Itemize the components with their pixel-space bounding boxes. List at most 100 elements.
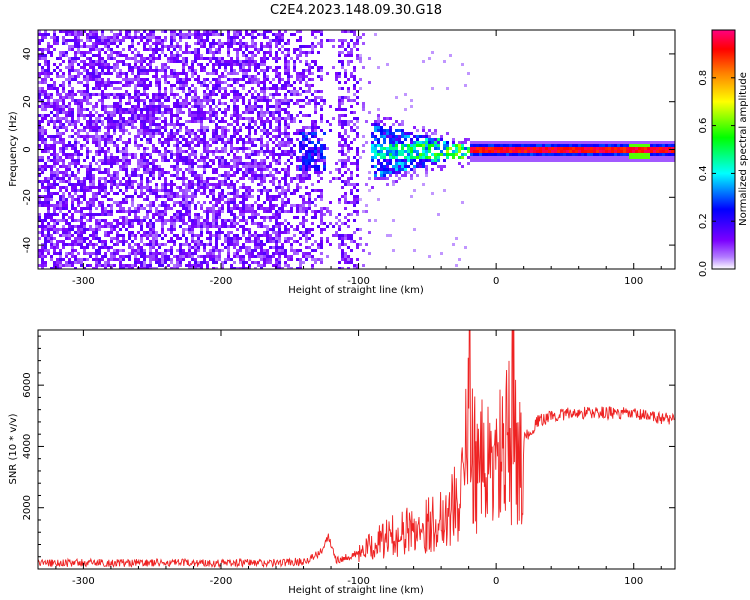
heatmap-cell	[59, 255, 62, 258]
heatmap-cell	[272, 105, 275, 108]
heatmap-cell	[143, 150, 146, 153]
heatmap-cell	[341, 108, 344, 111]
heatmap-cell	[326, 240, 329, 243]
heatmap-cell	[200, 111, 203, 114]
heatmap-cell	[254, 153, 257, 156]
heatmap-cell	[227, 72, 230, 75]
heatmap-cell	[230, 69, 233, 72]
heatmap-cell	[53, 120, 56, 123]
heatmap-cell	[149, 252, 152, 255]
heatmap-cell	[281, 246, 284, 249]
heatmap-cell	[266, 231, 269, 234]
heatmap-cell	[275, 225, 278, 228]
heatmap-cell	[248, 117, 251, 120]
heatmap-cell	[86, 237, 89, 240]
heatmap-cell	[164, 30, 167, 33]
heatmap-cell	[296, 216, 299, 219]
heatmap-cell	[269, 45, 272, 48]
heatmap-cell	[149, 201, 152, 204]
heatmap-cell	[296, 39, 299, 42]
heatmap-cell	[371, 135, 374, 138]
heatmap-cell	[77, 36, 80, 39]
heatmap-cell	[227, 198, 230, 201]
heatmap-cell	[218, 78, 221, 81]
heatmap-cell	[245, 207, 248, 210]
heatmap-cell	[308, 207, 311, 210]
heatmap-cell	[230, 150, 233, 153]
heatmap-cell	[266, 174, 269, 177]
heatmap-cell	[176, 144, 179, 147]
heatmap-cell	[320, 96, 323, 99]
heatmap-cell	[53, 114, 56, 117]
heatmap-cell	[230, 225, 233, 228]
heatmap-cell	[164, 258, 167, 261]
heatmap-cell	[62, 117, 65, 120]
heatmap-cell	[275, 72, 278, 75]
heatmap-cell	[110, 231, 113, 234]
heatmap-cell	[191, 69, 194, 72]
heatmap-cell	[278, 111, 281, 114]
heatmap-cell	[95, 63, 98, 66]
heatmap-cell	[89, 120, 92, 123]
heatmap-cell	[89, 174, 92, 177]
heatmap-cell	[47, 123, 50, 126]
heatmap-cell	[191, 255, 194, 258]
heatmap-cell	[140, 234, 143, 237]
heatmap-cell	[317, 90, 320, 93]
heatmap-cell	[149, 36, 152, 39]
heatmap-cell	[200, 255, 203, 258]
heatmap-cell	[209, 150, 212, 153]
heatmap-cell	[53, 210, 56, 213]
heatmap-cell	[356, 153, 359, 156]
heatmap-cell	[113, 255, 116, 258]
heatmap-cell	[341, 126, 344, 129]
heatmap-cell	[158, 216, 161, 219]
heatmap-cell	[212, 33, 215, 36]
heatmap-cell	[83, 144, 86, 147]
heatmap-cell	[170, 129, 173, 132]
heatmap-cell	[227, 162, 230, 165]
heatmap-cell	[44, 195, 47, 198]
heatmap-cell	[143, 147, 146, 150]
heatmap-cell	[236, 123, 239, 126]
heatmap-cell	[71, 234, 74, 237]
heatmap-cell	[248, 111, 251, 114]
heatmap-cell	[149, 153, 152, 156]
heatmap-cell	[77, 42, 80, 45]
heatmap-cell	[224, 93, 227, 96]
heatmap-cell	[275, 144, 278, 147]
heatmap-cell	[95, 168, 98, 171]
heatmap-cell	[41, 159, 44, 162]
heatmap-cell	[170, 156, 173, 159]
heatmap-cell	[140, 228, 143, 231]
heatmap-cell	[275, 66, 278, 69]
heatmap-cell	[119, 93, 122, 96]
heatmap-cell	[350, 99, 353, 102]
heatmap-cell	[215, 210, 218, 213]
heatmap-cell	[137, 72, 140, 75]
heatmap-cell	[314, 60, 317, 63]
heatmap-cell	[116, 72, 119, 75]
heatmap-cell	[197, 201, 200, 204]
heatmap-cell	[254, 165, 257, 168]
heatmap-cell	[68, 228, 71, 231]
heatmap-cell	[140, 69, 143, 72]
heatmap-cell	[95, 264, 98, 267]
heatmap-cell	[89, 240, 92, 243]
heatmap-cell	[269, 228, 272, 231]
heatmap-cell	[146, 264, 149, 267]
heatmap-cell	[233, 105, 236, 108]
heatmap-cell	[164, 219, 167, 222]
heatmap-cell	[251, 36, 254, 39]
heatmap-cell	[179, 195, 182, 198]
heatmap-cell	[260, 174, 263, 177]
heatmap-cell	[263, 174, 266, 177]
heatmap-cell	[209, 192, 212, 195]
heatmap-cell	[254, 237, 257, 240]
heatmap-cell	[131, 57, 134, 60]
heatmap-cell	[335, 234, 338, 237]
heatmap-cell	[233, 63, 236, 66]
heatmap-cell	[260, 150, 263, 153]
heatmap-cell	[62, 225, 65, 228]
heatmap-cell	[47, 147, 50, 150]
